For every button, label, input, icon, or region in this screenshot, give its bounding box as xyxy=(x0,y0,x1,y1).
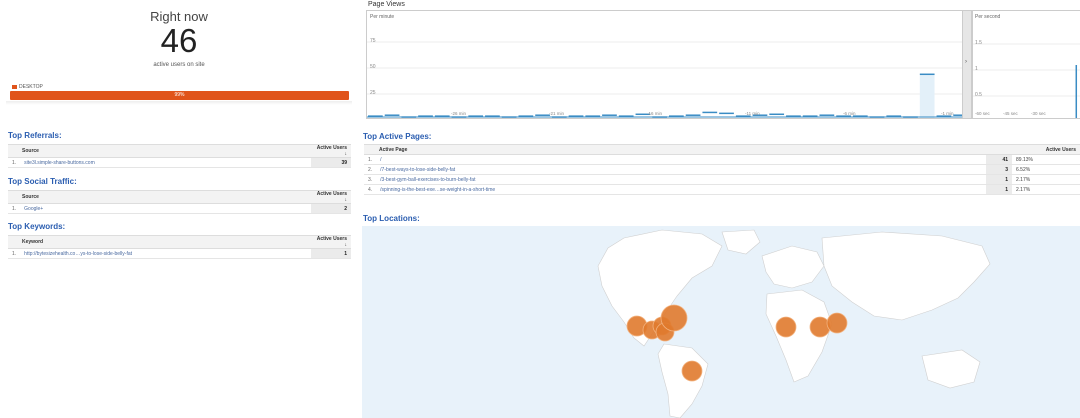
greenland-shape xyxy=(721,229,761,255)
col-active-users[interactable]: Active Users ↓ xyxy=(311,190,351,204)
location-bubbles xyxy=(626,304,848,382)
x-tick-label: -1 min xyxy=(941,111,954,116)
y-tick-label: 50 xyxy=(370,64,376,70)
chart-splitter[interactable]: › xyxy=(962,10,972,119)
col-source[interactable]: Source xyxy=(8,190,311,204)
chevron-right-icon[interactable]: › xyxy=(965,59,967,65)
row-index: 2. xyxy=(364,164,377,175)
per-second-plot: 1.5 1 0.5 -60 sec -45 sec -30 sec xyxy=(973,40,1080,118)
x-tick-label: -16 min xyxy=(647,111,663,116)
table-row[interactable]: 1. http://bytesizehealth.co…ys-to-lose-s… xyxy=(8,248,351,259)
desktop-swatch xyxy=(12,85,17,89)
top-keywords-title: Top Keywords: xyxy=(8,222,66,231)
col-active-users[interactable]: Active Users ↓ xyxy=(311,144,351,158)
social-source-link[interactable]: Google+ xyxy=(20,203,311,214)
x-tick-label: -6 min xyxy=(843,111,856,116)
europe-shape xyxy=(761,245,825,289)
location-bubble[interactable] xyxy=(826,312,848,334)
locations-map[interactable] xyxy=(362,226,1080,418)
top-active-pages-title: Top Active Pages: xyxy=(363,132,432,141)
referrals-table: Source Active Users ↓ 1. site3l.simple-s… xyxy=(8,144,351,168)
per-minute-plot: 75 50 25 -26 min -21 min -16 min -11 min -6 min… xyxy=(367,38,969,118)
y-tick-label: 0.5 xyxy=(975,92,982,98)
page-views-title: Page Views xyxy=(368,1,405,8)
row-percent: 2.17% xyxy=(1012,184,1080,195)
per-second-chart[interactable]: Per second 1.5 1 0.5 -60 sec -45 sec -30 sec xyxy=(972,10,1080,119)
x-tick-label: -45 sec xyxy=(1003,111,1019,116)
col-active-users[interactable]: Active Users ↓ xyxy=(311,235,351,249)
device-legend-label: DESKTOP xyxy=(19,84,43,90)
col-source[interactable]: Source xyxy=(8,144,311,158)
col-keyword[interactable]: Keyword xyxy=(8,235,311,249)
chart-bar xyxy=(1075,65,1078,118)
page-link[interactable]: /3-best-gym-ball-exercises-to-burn-belly… xyxy=(376,174,986,185)
africa-shape xyxy=(765,289,833,383)
per-second-label: Per second xyxy=(975,14,1001,20)
row-users: 2 xyxy=(311,203,351,214)
location-bubble[interactable] xyxy=(660,304,688,332)
row-percent: 89.13% xyxy=(1012,154,1080,165)
divider xyxy=(6,101,352,105)
social-table: Source Active Users ↓ 1. Google+ 2 xyxy=(8,190,351,214)
row-percent: 6.52% xyxy=(1012,164,1080,175)
x-tick-label: -30 sec xyxy=(1031,111,1047,116)
keyword-link[interactable]: http://bytesizehealth.co…ys-to-lose-side… xyxy=(20,248,311,259)
keywords-table: Keyword Active Users ↓ 1. http://bytesiz… xyxy=(8,235,351,259)
right-now-title: Right now xyxy=(150,9,208,24)
location-bubble[interactable] xyxy=(681,360,703,382)
table-row[interactable]: 3. /3-best-gym-ball-exercises-to-burn-be… xyxy=(364,174,1080,185)
australia-shape xyxy=(921,349,981,389)
row-index: 3. xyxy=(364,174,377,185)
y-tick-label: 1 xyxy=(975,66,978,72)
row-percent: 2.17% xyxy=(1012,174,1080,185)
col-active-users[interactable]: Active Users xyxy=(986,144,1080,155)
world-map xyxy=(597,229,991,418)
row-users: 41 xyxy=(986,154,1012,165)
row-index: 1. xyxy=(8,203,21,214)
y-tick-label: 75 xyxy=(370,38,376,44)
top-social-title: Top Social Traffic: xyxy=(8,177,77,186)
x-tick-label: -11 min xyxy=(745,111,760,116)
location-bubble[interactable] xyxy=(809,316,831,338)
row-users: 1 xyxy=(311,248,351,259)
x-tick-label: -26 min xyxy=(451,111,467,116)
left-panel: Right now 46 active users on site DESKTO… xyxy=(0,0,358,418)
location-bubble[interactable] xyxy=(775,316,797,338)
device-bar[interactable]: 99% xyxy=(10,91,349,100)
per-minute-label: Per minute xyxy=(370,14,395,20)
row-users: 39 xyxy=(311,157,351,168)
per-minute-chart[interactable]: Per minute 75 50 25 -26 min -21 min -16 min -1… xyxy=(366,10,970,119)
referral-source-link[interactable]: site3l.simple-share-buttons.com xyxy=(20,157,311,168)
active-users-count: 46 xyxy=(160,22,198,59)
table-row[interactable]: 1. Google+ 2 xyxy=(8,203,351,214)
table-row[interactable]: 1. site3l.simple-share-buttons.com 39 xyxy=(8,157,351,168)
top-locations-title: Top Locations: xyxy=(363,214,420,223)
asia-shape xyxy=(821,231,991,321)
col-active-page[interactable]: Active Page xyxy=(364,144,986,155)
table-row[interactable]: 1. / 41 89.13% xyxy=(364,154,1080,165)
row-users: 3 xyxy=(986,164,1012,175)
x-tick-label: -21 min xyxy=(549,111,565,116)
table-row[interactable]: 2. /7-best-ways-to-lose-side-belly-fat 3… xyxy=(364,164,1080,175)
page-link[interactable]: / xyxy=(376,154,986,165)
top-referrals-title: Top Referrals: xyxy=(8,131,62,140)
chart-bar xyxy=(919,74,935,118)
page-link[interactable]: /spinning-is-the-best-exe…se-weight-in-a… xyxy=(376,184,986,195)
table-row[interactable]: 4. /spinning-is-the-best-exe…se-weight-i… xyxy=(364,184,1080,195)
page-link[interactable]: /7-best-ways-to-lose-side-belly-fat xyxy=(376,164,986,175)
active-users-subtitle: active users on site xyxy=(153,62,205,68)
row-index: 1. xyxy=(364,154,377,165)
row-users: 1 xyxy=(986,174,1012,185)
row-index: 1. xyxy=(8,157,21,168)
row-index: 4. xyxy=(364,184,377,195)
row-index: 1. xyxy=(8,248,21,259)
active-pages-table: Active Page Active Users 1. / 41 89.13% … xyxy=(364,144,1080,195)
y-tick-label: 25 xyxy=(370,90,376,96)
y-tick-label: 1.5 xyxy=(975,40,982,46)
device-legend: DESKTOP xyxy=(12,84,43,90)
x-tick-label: -60 sec xyxy=(975,111,991,116)
row-users: 1 xyxy=(986,184,1012,195)
